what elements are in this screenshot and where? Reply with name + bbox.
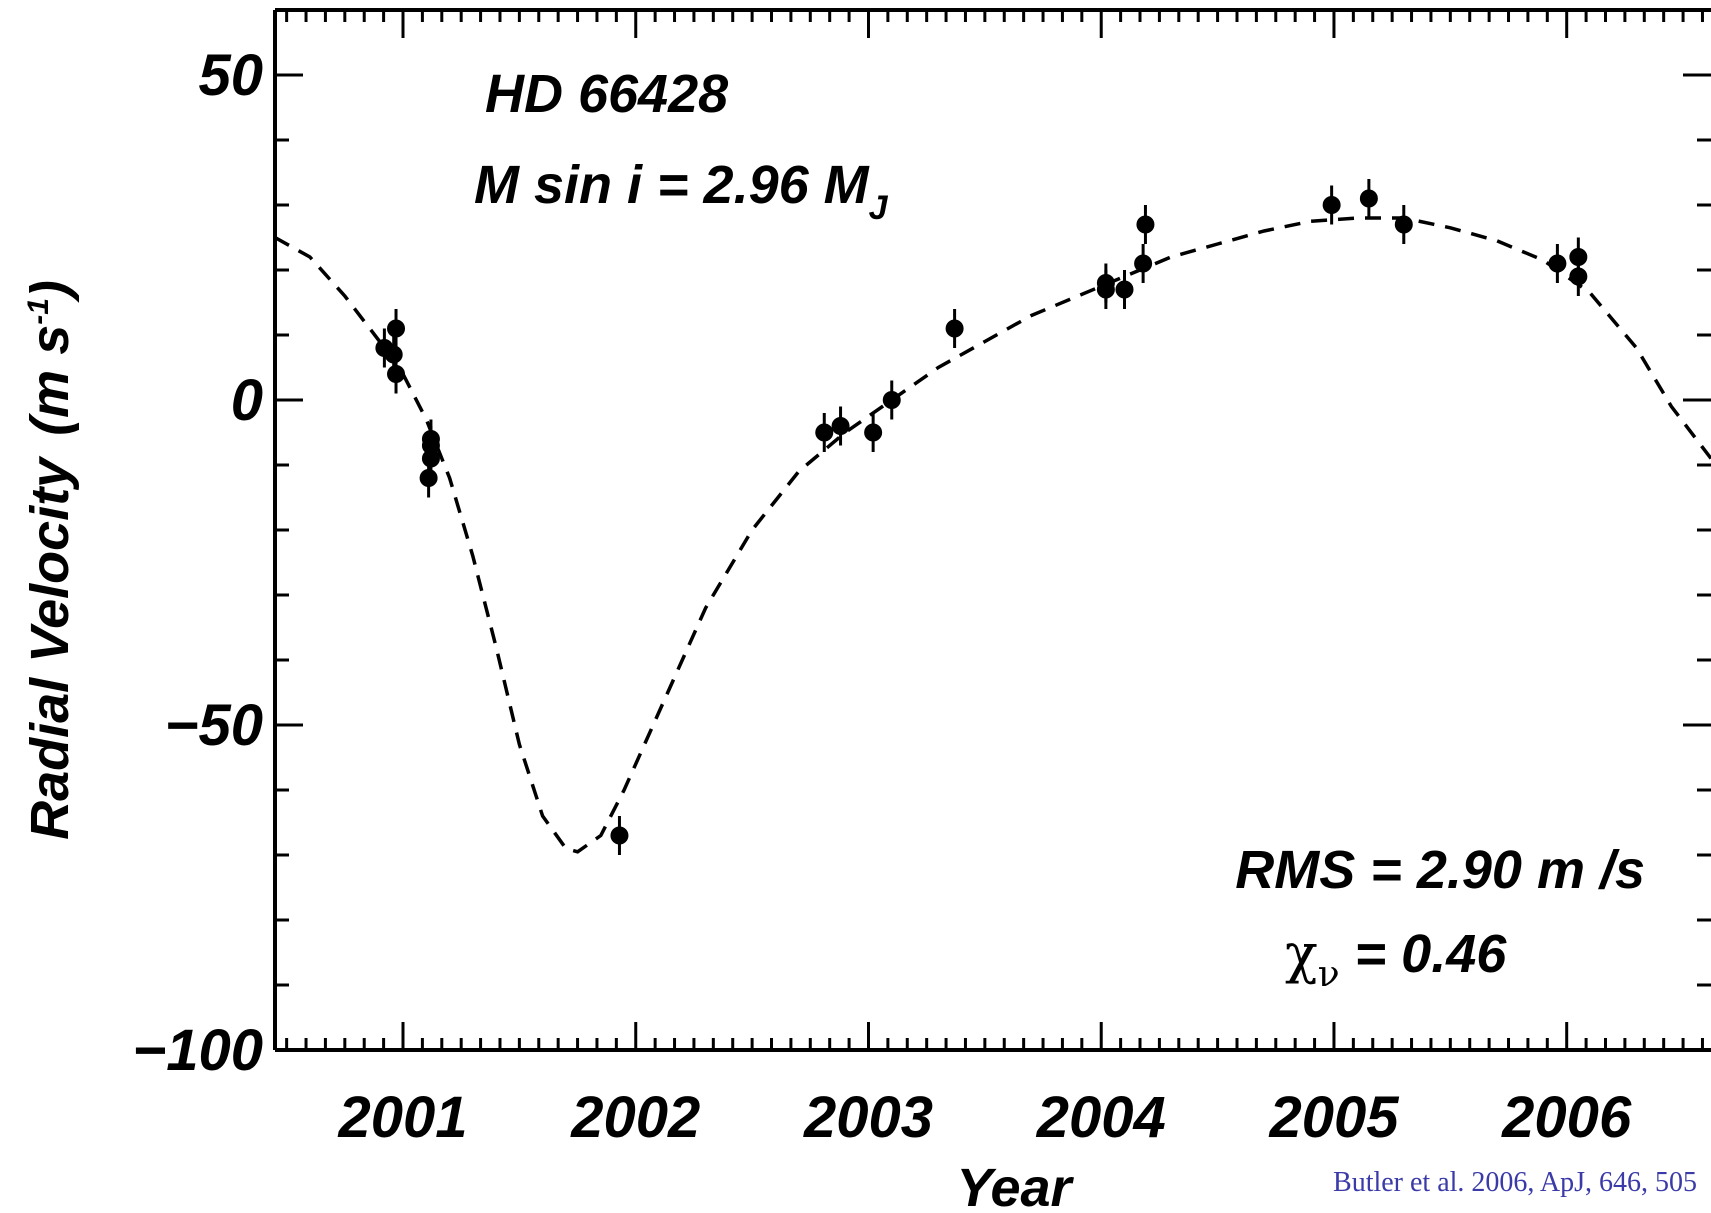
x-tick-label: 2002	[570, 1085, 700, 1150]
data-marker	[1134, 254, 1153, 273]
data-marker	[1359, 189, 1378, 208]
data-point	[387, 354, 406, 394]
data-point	[882, 380, 901, 420]
data-marker	[1394, 215, 1413, 234]
data-point	[1569, 257, 1588, 296]
y-axis-title-unit-sup: -1	[22, 298, 55, 325]
x-tick-label: 2006	[1501, 1085, 1632, 1150]
data-point	[1136, 205, 1155, 244]
data-point	[945, 309, 964, 348]
data-marker	[1322, 196, 1341, 214]
annotation-chi-value: = 0.46	[1340, 924, 1508, 984]
y-tick-label: 0	[231, 368, 263, 433]
data-point	[1134, 244, 1153, 283]
data-point	[610, 816, 629, 855]
data-point	[1322, 185, 1341, 225]
data-point	[1359, 179, 1378, 218]
data-point	[1115, 270, 1134, 309]
data-marker	[610, 826, 629, 845]
data-point	[387, 309, 406, 348]
fit-curve-layer	[275, 216, 1711, 854]
y-axis-title: Radial Velocity (m s-1)	[20, 280, 80, 840]
y-tick-label: −50	[165, 693, 263, 758]
data-marker	[419, 469, 438, 487]
data-marker	[421, 449, 440, 468]
data-points-layer	[375, 179, 1588, 855]
data-point	[864, 413, 883, 452]
x-tick-label: 2001	[337, 1085, 467, 1150]
data-marker	[945, 319, 964, 338]
data-marker	[882, 391, 901, 409]
data-point	[1096, 270, 1115, 309]
data-marker	[1115, 280, 1134, 299]
data-point	[815, 413, 834, 452]
annotation-chi: χν = 0.46	[1285, 922, 1507, 995]
y-tick-label: 50	[198, 43, 263, 108]
data-point	[831, 406, 850, 446]
x-axis-title: Year	[956, 1158, 1074, 1213]
data-marker	[384, 345, 403, 364]
orbit-fit-curve	[275, 216, 1711, 854]
y-tick-label: −100	[132, 1018, 263, 1083]
y-axis-title-unit-close: )	[20, 280, 80, 303]
data-point	[419, 458, 438, 498]
x-tick-label: 2005	[1268, 1085, 1399, 1150]
data-marker	[387, 319, 406, 338]
citation-text: Butler et al. 2006, ApJ, 646, 505	[1333, 1167, 1697, 1198]
annotation-mass-subscript: J	[869, 189, 889, 227]
data-point	[1548, 244, 1567, 283]
data-marker	[1096, 280, 1115, 299]
data-marker	[815, 423, 834, 442]
y-axis-title-main: Radial Velocity	[20, 455, 80, 840]
annotation-chi-symbol: χ	[1285, 922, 1318, 985]
annotation-mass-prefix: M sin i = 2.96 M	[474, 155, 870, 215]
annotation-star-name: HD 66428	[485, 64, 728, 124]
y-axis-title-unit: (m s	[20, 325, 80, 436]
data-marker	[387, 365, 406, 383]
axis-ticks	[275, 8, 1711, 1052]
annotation-chi-subscript: ν	[1318, 954, 1340, 995]
annotation-rms: RMS = 2.90 m /s	[1235, 840, 1645, 900]
x-tick-label: 2004	[1036, 1085, 1166, 1150]
x-tick-label: 2003	[803, 1085, 933, 1150]
axis-tick-labels: 2001 2002 2003 2004 2005 2006 50 0 −50 −100	[132, 43, 1632, 1150]
data-marker	[1136, 215, 1155, 234]
data-point	[1394, 205, 1413, 244]
data-marker	[864, 423, 883, 442]
data-marker	[1569, 267, 1588, 286]
data-marker	[831, 417, 850, 435]
annotation-mass: M sin i = 2.96 MJ	[474, 155, 889, 227]
data-marker	[1548, 254, 1567, 273]
